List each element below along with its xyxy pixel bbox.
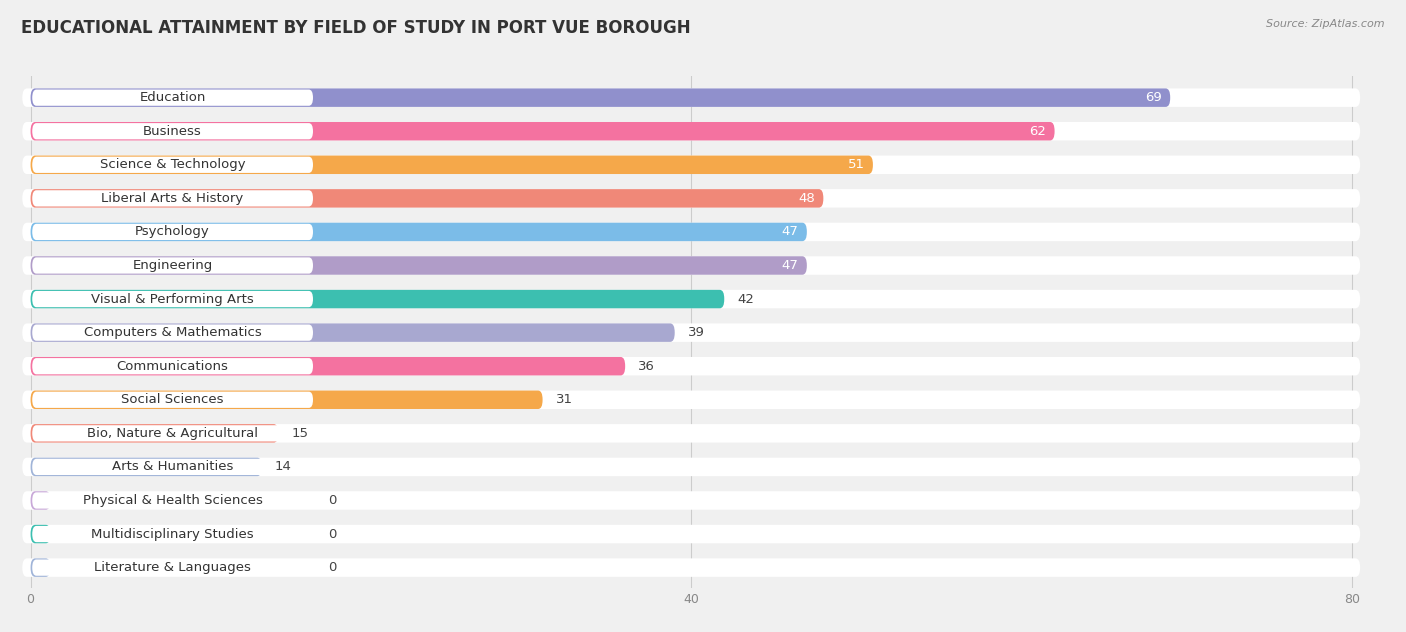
FancyBboxPatch shape [31,458,262,476]
FancyBboxPatch shape [22,357,1360,375]
Text: Education: Education [139,91,205,104]
Text: 39: 39 [688,326,704,339]
Text: 47: 47 [782,226,799,238]
Text: 42: 42 [738,293,755,305]
Text: 47: 47 [782,259,799,272]
FancyBboxPatch shape [31,391,543,409]
FancyBboxPatch shape [22,155,1360,174]
Text: 14: 14 [276,461,292,473]
Text: Communications: Communications [117,360,229,373]
FancyBboxPatch shape [22,88,1360,107]
Text: 31: 31 [555,393,572,406]
Text: Liberal Arts & History: Liberal Arts & History [101,192,243,205]
Text: 48: 48 [799,192,815,205]
FancyBboxPatch shape [22,256,1360,275]
FancyBboxPatch shape [32,358,314,374]
FancyBboxPatch shape [32,392,314,408]
FancyBboxPatch shape [32,257,314,274]
FancyBboxPatch shape [32,526,314,542]
FancyBboxPatch shape [22,122,1360,140]
FancyBboxPatch shape [22,458,1360,476]
FancyBboxPatch shape [22,424,1360,442]
FancyBboxPatch shape [31,324,675,342]
FancyBboxPatch shape [31,88,1170,107]
FancyBboxPatch shape [31,491,51,510]
FancyBboxPatch shape [32,224,314,240]
FancyBboxPatch shape [22,324,1360,342]
Text: 69: 69 [1146,91,1161,104]
Text: Business: Business [143,125,202,138]
Text: Computers & Mathematics: Computers & Mathematics [84,326,262,339]
Text: 51: 51 [848,158,865,171]
FancyBboxPatch shape [32,459,314,475]
FancyBboxPatch shape [32,123,314,139]
FancyBboxPatch shape [31,290,724,308]
FancyBboxPatch shape [31,424,278,442]
FancyBboxPatch shape [32,324,314,341]
Text: Social Sciences: Social Sciences [121,393,224,406]
Text: Source: ZipAtlas.com: Source: ZipAtlas.com [1267,19,1385,29]
Text: 0: 0 [328,494,336,507]
FancyBboxPatch shape [32,559,314,576]
Text: Multidisciplinary Studies: Multidisciplinary Studies [91,528,254,540]
Text: Visual & Performing Arts: Visual & Performing Arts [91,293,254,305]
Text: Engineering: Engineering [132,259,212,272]
FancyBboxPatch shape [32,190,314,207]
Text: Science & Technology: Science & Technology [100,158,246,171]
FancyBboxPatch shape [22,189,1360,207]
FancyBboxPatch shape [31,559,51,577]
Text: Literature & Languages: Literature & Languages [94,561,252,574]
Text: Physical & Health Sciences: Physical & Health Sciences [83,494,263,507]
Text: 15: 15 [291,427,308,440]
Text: Psychology: Psychology [135,226,209,238]
FancyBboxPatch shape [32,157,314,173]
FancyBboxPatch shape [22,491,1360,510]
FancyBboxPatch shape [31,525,51,544]
FancyBboxPatch shape [32,291,314,307]
FancyBboxPatch shape [22,525,1360,544]
FancyBboxPatch shape [22,290,1360,308]
Text: 62: 62 [1029,125,1046,138]
FancyBboxPatch shape [22,391,1360,409]
Text: 0: 0 [328,528,336,540]
FancyBboxPatch shape [22,559,1360,577]
FancyBboxPatch shape [31,122,1054,140]
FancyBboxPatch shape [31,357,626,375]
FancyBboxPatch shape [32,425,314,442]
Text: Bio, Nature & Agricultural: Bio, Nature & Agricultural [87,427,259,440]
Text: EDUCATIONAL ATTAINMENT BY FIELD OF STUDY IN PORT VUE BOROUGH: EDUCATIONAL ATTAINMENT BY FIELD OF STUDY… [21,19,690,37]
FancyBboxPatch shape [31,222,807,241]
Text: Arts & Humanities: Arts & Humanities [112,461,233,473]
FancyBboxPatch shape [31,256,807,275]
Text: 36: 36 [638,360,655,373]
Text: 0: 0 [328,561,336,574]
FancyBboxPatch shape [31,189,824,207]
FancyBboxPatch shape [32,492,314,509]
FancyBboxPatch shape [31,155,873,174]
FancyBboxPatch shape [22,222,1360,241]
FancyBboxPatch shape [32,90,314,106]
